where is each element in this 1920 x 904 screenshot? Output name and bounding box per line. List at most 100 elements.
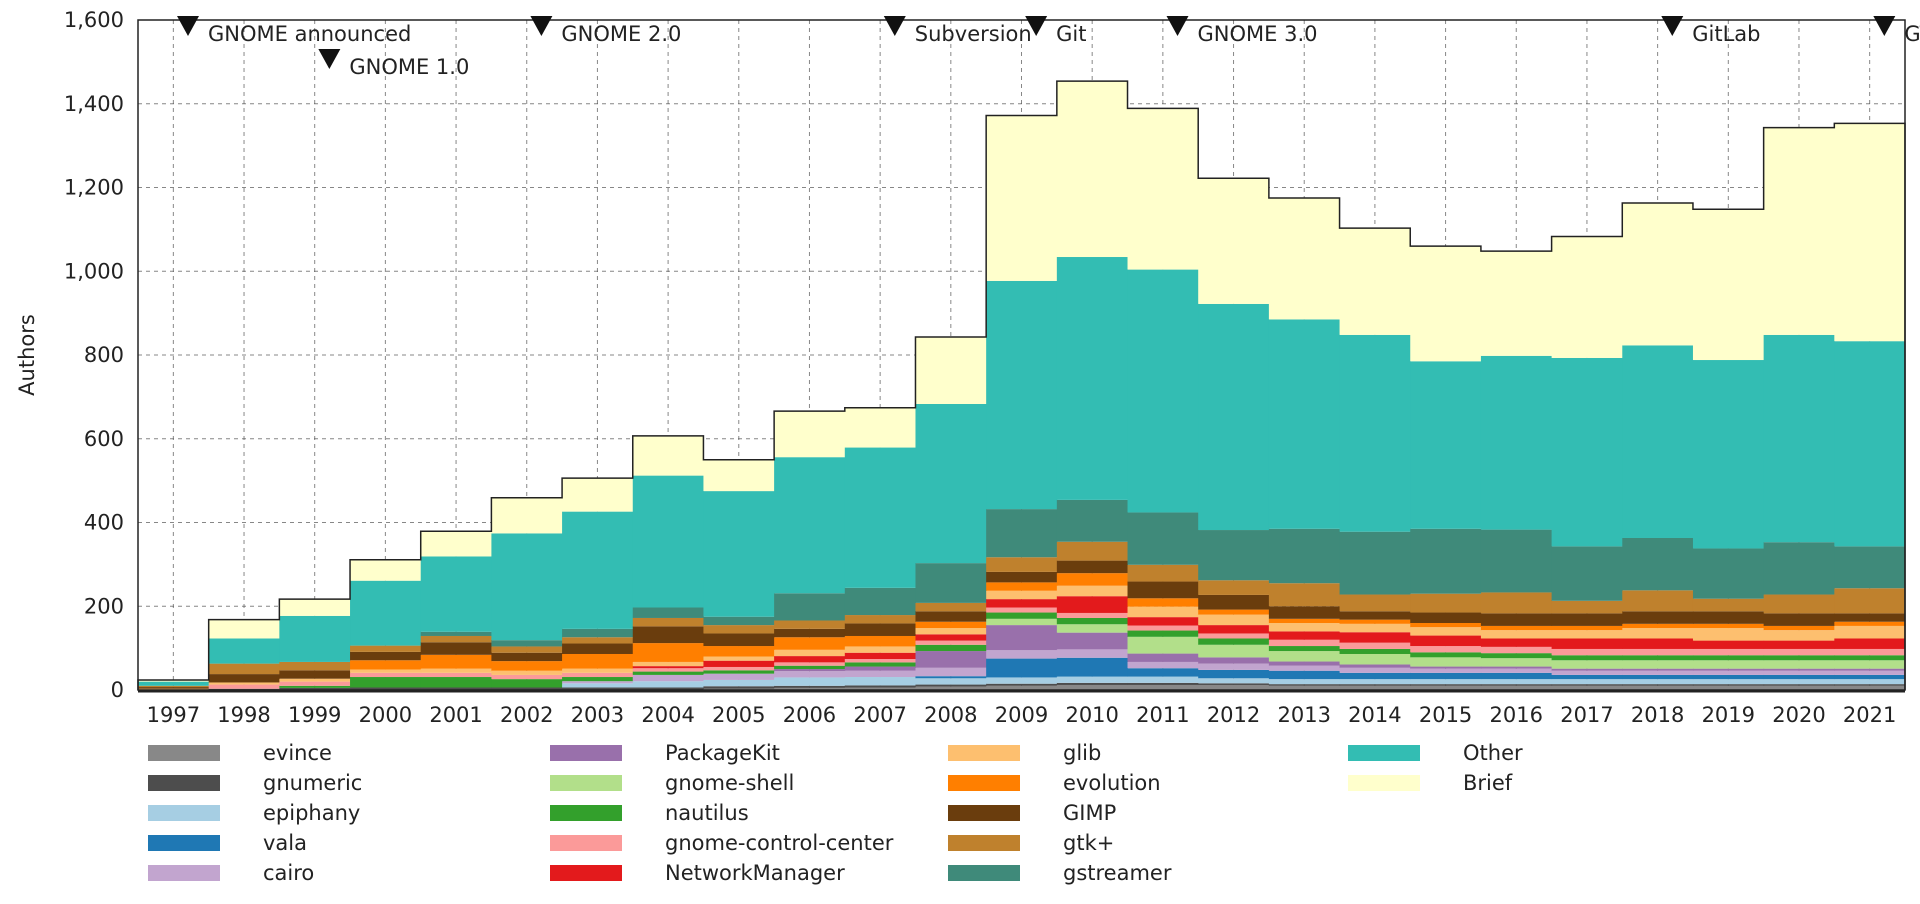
x-tick-label: 2010 — [1065, 703, 1118, 727]
bar-segment-gstreamer — [1340, 532, 1411, 595]
bar-segment-nautilus — [562, 677, 633, 681]
y-tick-label: 200 — [84, 594, 124, 618]
bar-segment-epiphany — [1552, 679, 1623, 684]
bar-segment-glib — [1481, 630, 1552, 638]
bar-segment-packagekit — [1128, 654, 1199, 662]
bar-segment-brief — [562, 478, 633, 512]
bar-segment-evolution — [845, 636, 916, 646]
bar-segment-other — [1693, 360, 1764, 548]
bar-segment-other — [1552, 358, 1623, 546]
bar-segment-networkmanager — [1128, 617, 1199, 625]
bar-segment-evolution — [774, 637, 845, 650]
bar-segment-packagekit — [1057, 633, 1128, 650]
bar-segment-gstreamer — [1764, 542, 1835, 594]
bar-segment-networkmanager — [915, 634, 986, 640]
legend-label: Brief — [1463, 771, 1513, 795]
bar-segment-cairo — [845, 671, 916, 677]
bar-segment-gnome-shell — [1057, 624, 1128, 632]
bar-segment-cairo — [703, 674, 774, 680]
bar-segment-packagekit — [1198, 657, 1269, 663]
bar-segment-epiphany — [1128, 677, 1199, 683]
bar-segment-brief — [986, 115, 1057, 280]
bar-segment-networkmanager — [1269, 631, 1340, 639]
x-tick-label: 2002 — [500, 703, 553, 727]
bar-segment-other — [845, 448, 916, 588]
bar-segment-gtk- — [845, 615, 916, 623]
legend-label: Other — [1463, 741, 1523, 765]
bar-segment-gstreamer — [421, 632, 492, 636]
bar-segment-brief — [1340, 228, 1411, 335]
bar-segment-gnumeric — [1834, 684, 1905, 686]
bar-segment-glib — [1410, 627, 1481, 635]
bar-segment-evince — [1057, 685, 1128, 690]
x-tick-label: 2014 — [1348, 703, 1401, 727]
bar-segment-glib — [209, 682, 280, 684]
bar-segment-gimp — [1340, 611, 1411, 619]
bar-segment-glib — [1057, 586, 1128, 596]
bar-segment-brief — [491, 498, 562, 534]
bar-segment-brief — [915, 337, 986, 404]
annotation-label: Subversion — [915, 22, 1032, 46]
bar-segment-evolution — [491, 661, 562, 671]
legend-label: evince — [263, 741, 332, 765]
bar-segment-gnome-shell — [1410, 657, 1481, 666]
bar-segment-other — [279, 616, 350, 662]
bar-segment-gnome-control-center — [562, 673, 633, 677]
bar-segment-nautilus — [491, 679, 562, 687]
bar-segment-gnome-control-center — [279, 682, 350, 686]
bar-segment-cairo — [1269, 666, 1340, 671]
annotation-marker-icon — [1873, 16, 1895, 36]
bar-segment-gtk- — [633, 618, 704, 626]
bar-segment-gstreamer — [703, 617, 774, 625]
bar-segment-gstreamer — [1128, 512, 1199, 564]
annotation: GNOME 1.0 — [318, 49, 469, 79]
bar-segment-evolution — [1128, 598, 1199, 606]
bar-segment-glib — [1693, 628, 1764, 641]
bar-segment-nautilus — [1340, 649, 1411, 654]
bar-segment-gimp — [1481, 613, 1552, 626]
bar-segment-gnome-control-center — [1622, 649, 1693, 655]
annotation-label: GNOME announced — [208, 22, 411, 46]
x-tick-label: 2000 — [359, 703, 412, 727]
bar-segment-cairo — [1622, 671, 1693, 675]
bar-segment-nautilus — [1128, 631, 1199, 637]
bar-segment-nautilus — [1552, 655, 1623, 660]
bar-segment-gstreamer — [1198, 530, 1269, 580]
bar-segment-gimp — [1128, 582, 1199, 599]
bar-segment-gimp — [1198, 595, 1269, 610]
x-tick-label: 2004 — [641, 703, 694, 727]
legend-swatch — [550, 835, 622, 851]
bar-segment-networkmanager — [1552, 638, 1623, 648]
bar-segment-networkmanager — [703, 661, 774, 667]
bar-segment-gimp — [633, 626, 704, 643]
legend-item: nautilus — [550, 801, 749, 825]
bar-segment-gtk- — [1410, 594, 1481, 613]
bar-segment-nautilus — [1481, 653, 1552, 658]
bar-segment-evolution — [350, 660, 421, 669]
bar-segment-gnome-shell — [1481, 658, 1552, 666]
bar-segment-gnome-shell — [1622, 660, 1693, 668]
bar-segment-gnome-control-center — [1481, 647, 1552, 653]
bar-segment-vala — [1198, 670, 1269, 678]
bar-segment-gnome-control-center — [915, 641, 986, 645]
bar-segment-gimp — [562, 644, 633, 654]
bar-segment-cairo — [1340, 668, 1411, 673]
bar-segment-gstreamer — [491, 640, 562, 646]
bar-segment-other — [633, 476, 704, 608]
legend-swatch — [948, 805, 1020, 821]
bar-segment-glib — [703, 657, 774, 661]
bar-segment-gnumeric — [1622, 684, 1693, 686]
bar-segment-brief — [1128, 108, 1199, 269]
bar-segment-gtk- — [421, 636, 492, 642]
bar-segment-vala — [1834, 675, 1905, 679]
bar-segment-other — [491, 533, 562, 640]
bar-segment-glib — [845, 646, 916, 652]
bar-segment-evolution — [915, 622, 986, 628]
bar-segment-glib — [986, 591, 1057, 599]
bar-segment-evolution — [1693, 624, 1764, 628]
bar-segment-packagekit — [915, 651, 986, 668]
legend-swatch — [148, 775, 220, 791]
bar-segment-nautilus — [703, 670, 774, 673]
bar-segment-evolution — [1340, 620, 1411, 624]
bar-segment-packagekit — [1552, 669, 1623, 671]
